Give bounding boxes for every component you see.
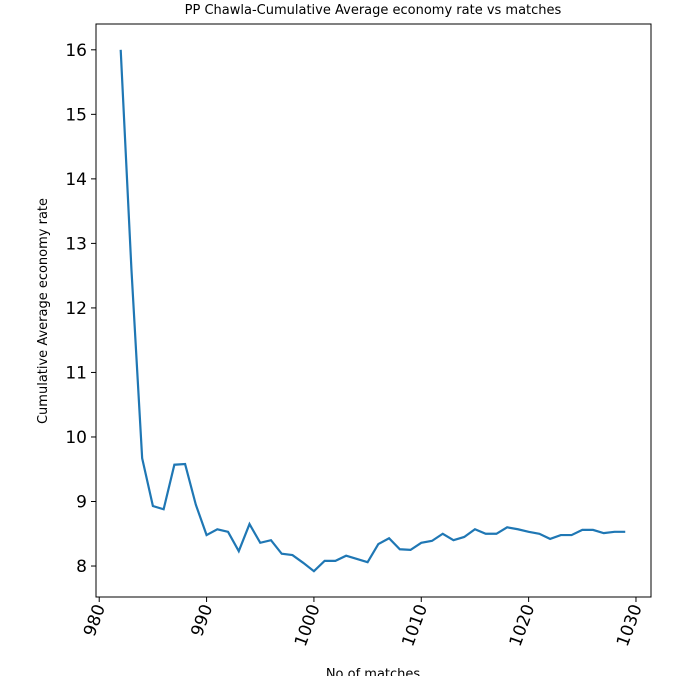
- x-tick-label: 1020: [506, 602, 540, 649]
- x-tick-label: 1030: [613, 602, 647, 649]
- plot-frame: [95, 23, 652, 598]
- x-tick-label: 990: [187, 602, 217, 639]
- y-tick-label: 16: [65, 41, 87, 61]
- chart-title: PP Chawla-Cumulative Average economy rat…: [185, 3, 562, 18]
- y-tick-label: 8: [76, 557, 87, 577]
- x-tick-label: 1010: [398, 602, 432, 649]
- x-tick-label: 1000: [291, 602, 325, 649]
- y-tick-label: 12: [65, 299, 87, 319]
- y-tick-label: 14: [65, 170, 87, 190]
- data-line: [119, 49, 626, 573]
- y-axis-label: Cumulative Average economy rate: [36, 198, 51, 424]
- y-tick-label: 15: [65, 105, 87, 125]
- y-tick-label: 9: [76, 493, 87, 513]
- y-tick-label: 13: [65, 234, 87, 254]
- x-axis-label: No of matches: [326, 667, 421, 676]
- y-tick-label: 11: [65, 363, 87, 383]
- y-tick-label: 10: [65, 428, 87, 448]
- x-tick-label: 980: [80, 602, 110, 639]
